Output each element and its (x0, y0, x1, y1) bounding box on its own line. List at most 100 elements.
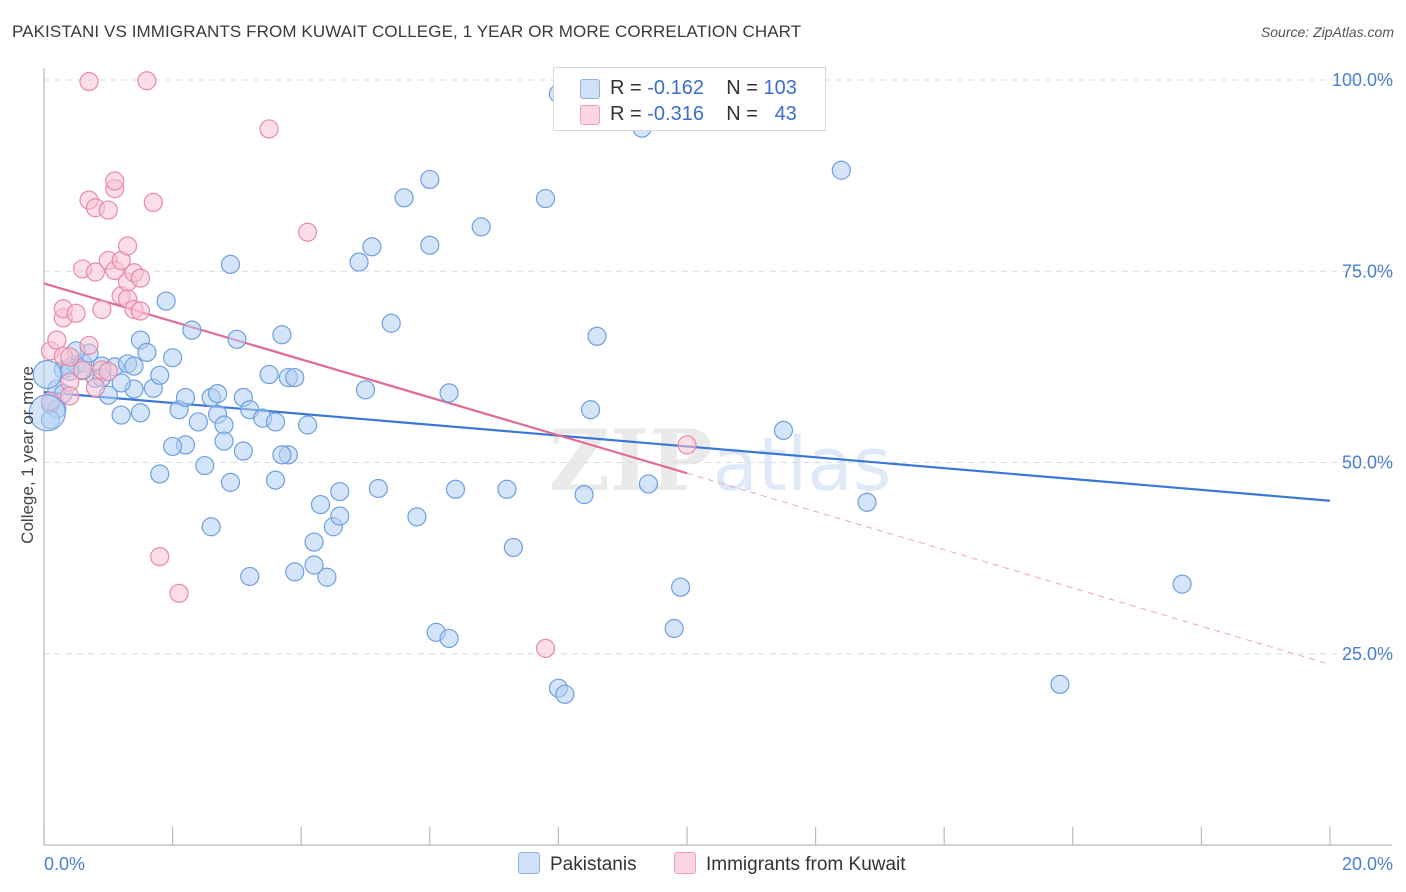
data-point (831, 160, 851, 180)
data-point (298, 415, 318, 435)
data-point (240, 566, 260, 587)
stats-legend: R = -0.162 N = 103 R = -0.316 N = 43 (553, 67, 826, 131)
data-point (555, 684, 575, 704)
data-point (214, 415, 234, 435)
data-point (124, 356, 144, 376)
data-point (1050, 674, 1070, 694)
data-point (150, 546, 170, 567)
data-point (587, 326, 607, 346)
data-point (381, 313, 401, 333)
data-point (163, 436, 183, 457)
data-point (259, 364, 279, 385)
legend-swatch-pink (674, 852, 696, 874)
data-point (773, 420, 794, 440)
data-point (66, 303, 86, 323)
data-point (497, 479, 517, 499)
data-point (130, 403, 151, 423)
data-point (150, 464, 170, 484)
data-point (85, 262, 106, 282)
y-axis-label: College, 1 year or more (18, 366, 37, 544)
data-point (92, 299, 112, 320)
data-point (182, 320, 202, 340)
data-point (445, 479, 466, 499)
data-point (503, 537, 523, 558)
data-point (47, 330, 67, 350)
x-tick-label: 0.0% (44, 854, 85, 874)
data-point (98, 200, 118, 220)
data-point (471, 217, 491, 237)
data-point (259, 119, 279, 139)
grid-lines (44, 79, 1392, 655)
data-point (574, 485, 594, 505)
data-point (130, 268, 151, 288)
data-point (79, 335, 99, 356)
data-point (304, 532, 324, 552)
data-point (670, 577, 691, 597)
data-point (79, 71, 99, 92)
data-point (32, 359, 62, 390)
chart-title: PAKISTANI VS IMMIGRANTS FROM KUWAIT COLL… (12, 22, 802, 41)
data-point (143, 192, 163, 212)
data-point (163, 348, 183, 368)
data-point (394, 188, 414, 208)
data-point (368, 478, 388, 499)
data-point (111, 405, 131, 425)
data-point (169, 583, 189, 603)
y-tick-label: 50.0% (1342, 453, 1393, 473)
legend-text: R = -0.316 N = 43 (610, 103, 797, 125)
data-point (272, 325, 292, 345)
data-point (28, 394, 66, 432)
data-point (304, 555, 324, 575)
data-point (175, 387, 196, 408)
data-point (439, 628, 459, 649)
data-point (664, 618, 684, 639)
data-point (420, 169, 440, 190)
watermark: ZIPatlas (549, 411, 892, 510)
trend-line (43, 282, 688, 475)
data-point (317, 567, 337, 587)
legend-label: Pakistanis (550, 854, 637, 875)
x-tick-label: 20.0% (1342, 854, 1393, 874)
data-point (201, 517, 221, 537)
data-point (298, 222, 318, 242)
data-point (220, 254, 241, 274)
data-point (265, 412, 286, 432)
legend-item-pakistanis: Pakistanis (518, 852, 637, 876)
data-point (677, 435, 697, 455)
data-point (137, 342, 157, 362)
data-point (272, 445, 292, 465)
legend-item-kuwait: Immigrants from Kuwait (674, 852, 906, 876)
data-point (638, 474, 659, 494)
data-point (227, 329, 247, 349)
data-point (72, 360, 93, 380)
legend-label: Immigrants from Kuwait (706, 854, 906, 875)
data-point (439, 383, 459, 403)
data-point (188, 412, 208, 432)
data-point (407, 507, 427, 527)
data-point (420, 235, 440, 255)
data-point (60, 386, 80, 406)
data-point (208, 384, 228, 404)
data-point (1172, 574, 1192, 594)
data-point (195, 455, 215, 476)
data-point (130, 301, 151, 321)
source-label: Source: ZipAtlas.com (1260, 24, 1394, 40)
data-point (355, 380, 376, 400)
data-point (330, 506, 350, 526)
data-point (233, 441, 253, 461)
data-point (285, 562, 305, 582)
y-tick-labels: 25.0% 50.0% 75.0% 100.0% (1332, 70, 1393, 664)
x-tick-labels: 0.0% 20.0% (44, 854, 1393, 874)
data-point (105, 171, 125, 191)
y-tick-label: 100.0% (1332, 70, 1393, 90)
data-point (214, 431, 234, 451)
data-point (60, 347, 80, 367)
data-point (349, 252, 369, 272)
axes (43, 68, 1392, 846)
trend-line-extension (686, 472, 1331, 665)
data-point (156, 291, 176, 311)
y-tick-label: 25.0% (1342, 644, 1393, 664)
data-point (137, 71, 157, 91)
data-point (535, 188, 556, 209)
